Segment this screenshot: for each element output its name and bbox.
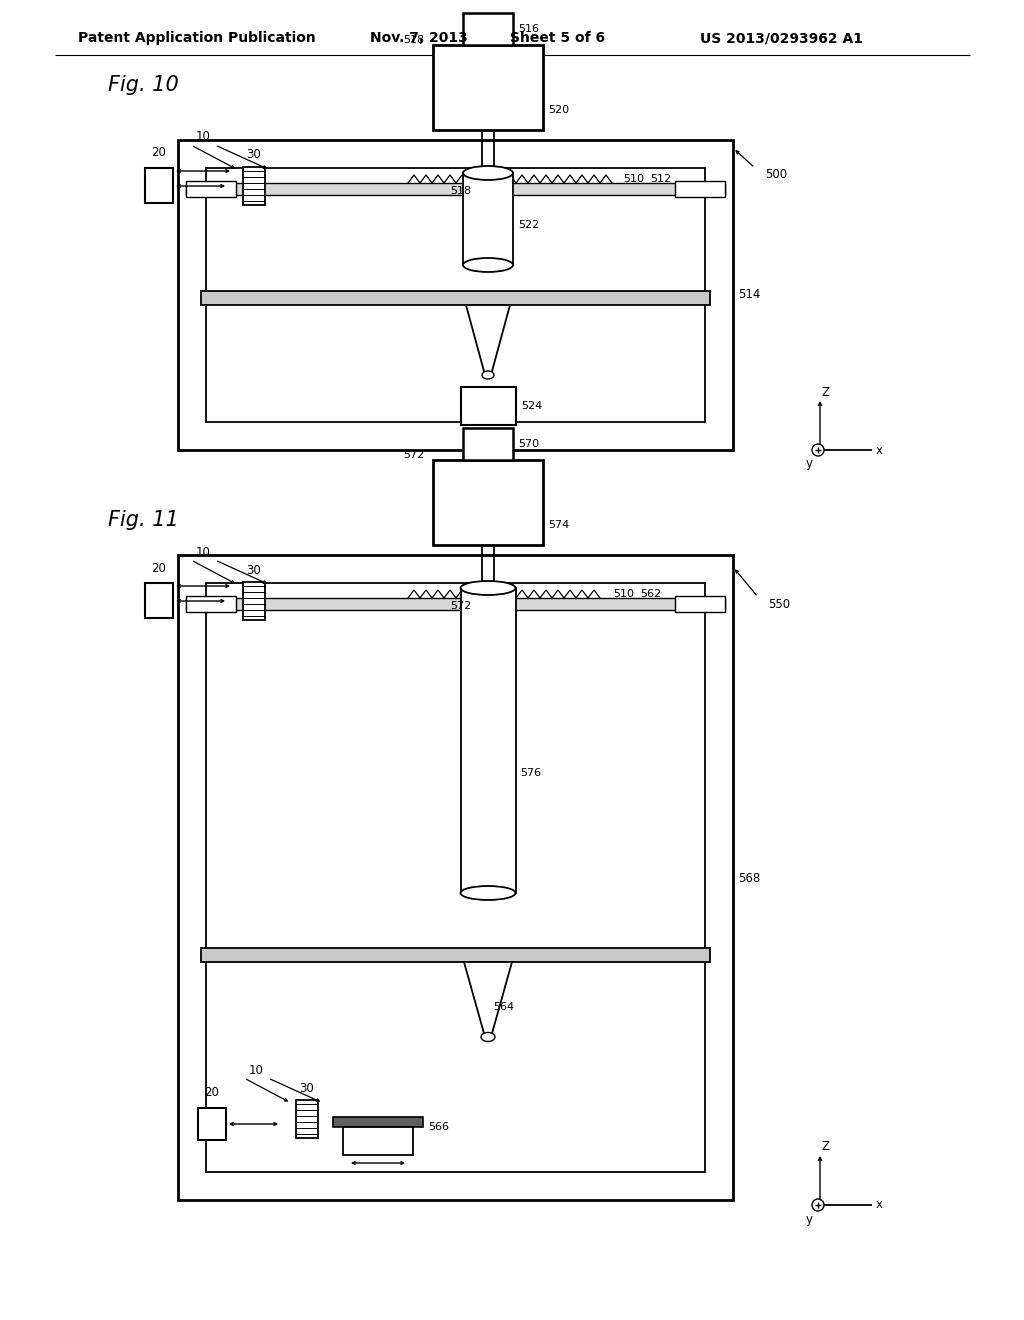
- Text: Z: Z: [822, 1140, 830, 1154]
- Text: 522: 522: [518, 220, 540, 230]
- Bar: [675, 181, 725, 197]
- Bar: [206, 168, 705, 422]
- Text: x: x: [876, 1199, 883, 1212]
- Text: 550: 550: [768, 598, 791, 611]
- Bar: [433, 45, 543, 129]
- Ellipse shape: [481, 1032, 495, 1041]
- Bar: [178, 554, 733, 1200]
- Bar: [463, 428, 513, 459]
- Text: 512: 512: [650, 174, 671, 183]
- Bar: [201, 948, 710, 962]
- Text: 562: 562: [640, 589, 662, 599]
- Bar: [333, 1117, 423, 1127]
- Ellipse shape: [463, 257, 513, 272]
- Text: 566: 566: [428, 1122, 449, 1133]
- Bar: [343, 1127, 413, 1155]
- Bar: [201, 290, 710, 305]
- Polygon shape: [466, 305, 510, 375]
- Bar: [206, 583, 705, 1172]
- Bar: [243, 582, 265, 620]
- Bar: [461, 587, 516, 894]
- Bar: [186, 181, 236, 197]
- Bar: [145, 168, 173, 203]
- Text: 564: 564: [493, 1002, 514, 1012]
- Text: US 2013/0293962 A1: US 2013/0293962 A1: [700, 30, 863, 45]
- Text: 574: 574: [548, 520, 569, 531]
- Text: Z: Z: [822, 385, 830, 399]
- Text: 30: 30: [247, 149, 261, 161]
- Text: Patent Application Publication: Patent Application Publication: [78, 30, 315, 45]
- Text: 20: 20: [205, 1086, 219, 1100]
- Text: 514: 514: [738, 289, 761, 301]
- Text: 10: 10: [249, 1064, 263, 1077]
- Text: 518: 518: [450, 186, 471, 195]
- Ellipse shape: [461, 581, 515, 595]
- Text: 20: 20: [152, 561, 167, 574]
- Bar: [461, 387, 516, 425]
- Polygon shape: [464, 962, 512, 1038]
- Text: 30: 30: [300, 1081, 314, 1094]
- Text: 570: 570: [518, 440, 539, 449]
- Text: 520: 520: [548, 106, 569, 115]
- Bar: [463, 13, 513, 45]
- Text: 10: 10: [196, 545, 211, 558]
- Text: y: y: [806, 458, 813, 470]
- Text: 500: 500: [765, 169, 787, 181]
- Bar: [243, 168, 265, 205]
- Text: 524: 524: [521, 401, 543, 411]
- Text: 30: 30: [247, 564, 261, 577]
- Bar: [296, 1100, 318, 1138]
- Text: 518: 518: [403, 36, 424, 45]
- Text: x: x: [876, 444, 883, 457]
- Bar: [198, 1107, 226, 1140]
- Text: 572: 572: [450, 601, 471, 611]
- Text: 568: 568: [738, 871, 760, 884]
- Text: y: y: [806, 1213, 813, 1225]
- Text: 20: 20: [152, 147, 167, 160]
- Circle shape: [812, 444, 824, 455]
- Text: 10: 10: [196, 131, 211, 144]
- Ellipse shape: [463, 166, 513, 180]
- Text: 572: 572: [403, 450, 424, 459]
- Bar: [186, 597, 236, 612]
- Ellipse shape: [482, 371, 494, 379]
- Text: 510: 510: [623, 174, 644, 183]
- Bar: [675, 597, 725, 612]
- Text: 510: 510: [613, 589, 634, 599]
- Bar: [433, 459, 543, 545]
- Bar: [145, 583, 173, 618]
- Bar: [186, 183, 725, 195]
- Bar: [186, 598, 725, 610]
- Text: Fig. 10: Fig. 10: [108, 75, 179, 95]
- Ellipse shape: [461, 886, 515, 900]
- Bar: [178, 140, 733, 450]
- Text: 516: 516: [518, 24, 539, 34]
- Text: 576: 576: [520, 768, 541, 777]
- Text: Nov. 7, 2013: Nov. 7, 2013: [370, 30, 468, 45]
- Text: Sheet 5 of 6: Sheet 5 of 6: [510, 30, 605, 45]
- Text: Fig. 11: Fig. 11: [108, 510, 179, 531]
- Bar: [463, 173, 513, 265]
- Circle shape: [812, 1199, 824, 1210]
